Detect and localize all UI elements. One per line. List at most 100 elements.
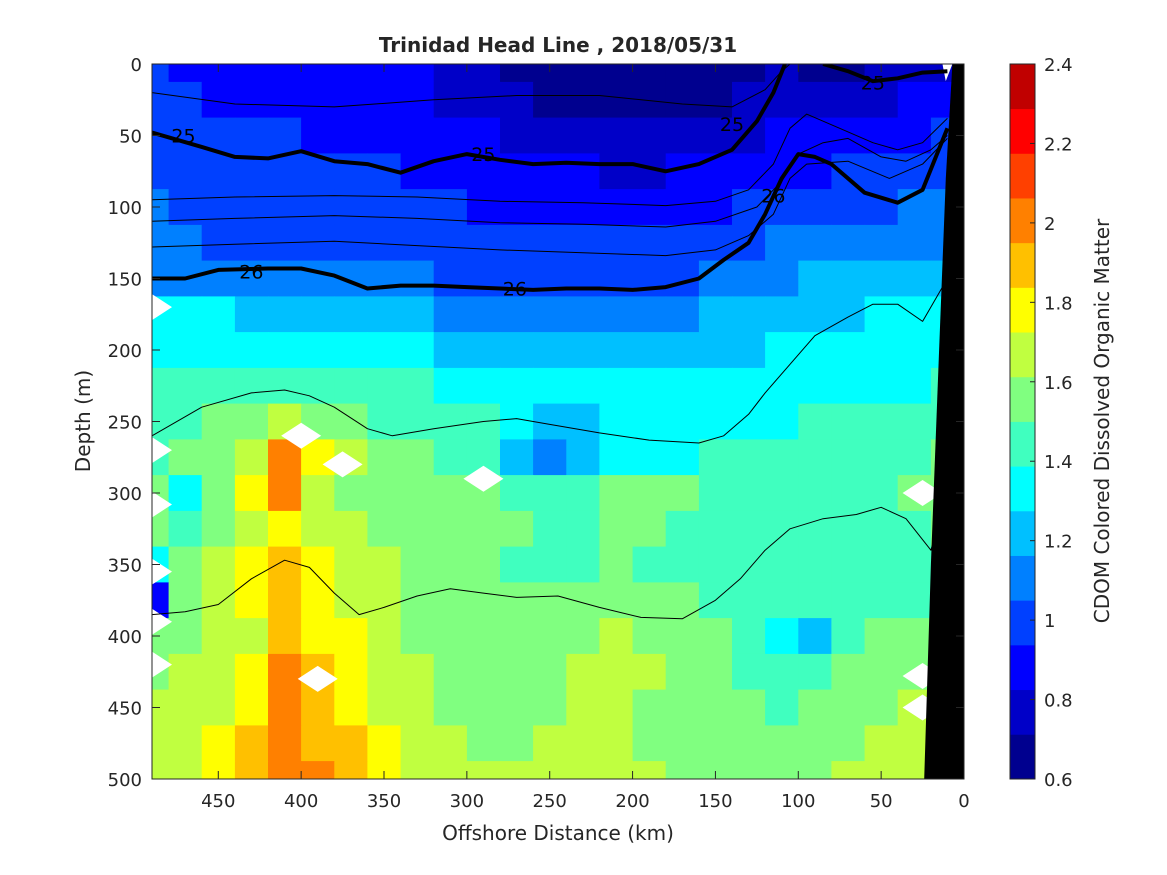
- heatmap-cell: [632, 296, 667, 333]
- heatmap-cell: [665, 64, 700, 83]
- colorbar-tick-label: 1: [1044, 611, 1055, 632]
- heatmap-cell: [301, 260, 335, 297]
- heatmap-cell: [665, 725, 700, 762]
- heatmap-cell: [433, 725, 468, 762]
- heatmap-cell: [864, 260, 899, 297]
- heatmap-cell: [433, 296, 468, 333]
- heatmap-cell: [234, 117, 269, 154]
- heatmap-cell: [334, 689, 368, 726]
- heatmap-cell: [433, 510, 468, 548]
- heatmap-cell: [301, 117, 335, 154]
- contour-label: 26: [761, 186, 785, 208]
- heatmap-cell: [599, 117, 634, 154]
- heatmap-cell: [897, 403, 932, 440]
- heatmap-cell: [897, 367, 932, 405]
- contour-line: [152, 135, 948, 228]
- heatmap-cell: [798, 64, 832, 83]
- heatmap-cell: [864, 689, 899, 726]
- heatmap-cell: [831, 367, 866, 405]
- heatmap-cell: [698, 403, 733, 440]
- heatmap-cell: [201, 153, 236, 190]
- heatmap-cell: [466, 618, 501, 655]
- heatmap-cell: [466, 653, 501, 691]
- heatmap-cell: [334, 725, 368, 762]
- heatmap-cell: [599, 224, 634, 262]
- heatmap-cell: [268, 653, 302, 691]
- heatmap-cell: [732, 725, 766, 762]
- heatmap-cell: [334, 475, 368, 512]
- heatmap-cell: [334, 618, 368, 655]
- heatmap-cell: [665, 117, 700, 154]
- heatmap-cell: [334, 296, 368, 333]
- heatmap-cell: [798, 689, 832, 726]
- heatmap-cell: [400, 689, 435, 726]
- heatmap-cell: [765, 546, 799, 583]
- missing-data-patch: [902, 480, 943, 506]
- heatmap-cell: [466, 189, 501, 226]
- heatmap-cell: [400, 475, 435, 512]
- heatmap-cell: [665, 689, 700, 726]
- x-tick-label: 0: [958, 791, 969, 812]
- heatmap-cell: [831, 761, 866, 779]
- contour-label: 25: [171, 126, 195, 148]
- heatmap-cell: [831, 296, 866, 333]
- heatmap-cell: [831, 546, 866, 583]
- colorbar-tick-label: 0.8: [1044, 691, 1073, 712]
- missing-data-patch: [152, 491, 172, 518]
- heatmap-cell: [334, 367, 368, 405]
- missing-data-patch: [281, 422, 322, 449]
- heatmap-cell: [897, 439, 932, 476]
- heatmap-cell: [433, 475, 468, 512]
- colorbar-segment: [1010, 153, 1035, 199]
- heatmap-cell: [433, 653, 468, 691]
- heatmap-cell: [466, 117, 501, 154]
- heatmap-cell: [698, 510, 733, 548]
- contour-label: 25: [861, 73, 885, 95]
- heatmap-cell: [897, 582, 932, 619]
- heatmap-cell: [367, 761, 402, 779]
- x-tick-label: 250: [533, 791, 567, 812]
- heatmap-cell: [897, 761, 932, 779]
- heatmap-cell: [466, 582, 501, 619]
- heatmap-cell: [400, 296, 435, 333]
- heatmap-cell: [566, 332, 600, 369]
- colorbar-segment: [1010, 242, 1035, 288]
- heatmap-cell: [599, 510, 634, 548]
- heatmap-cell: [632, 439, 667, 476]
- colorbar-segment: [1010, 198, 1035, 244]
- heatmap-cell: [566, 64, 600, 83]
- heatmap-cell: [765, 510, 799, 548]
- heatmap-cell: [367, 117, 402, 154]
- heatmap-cell: [665, 761, 700, 779]
- heatmap-cell: [765, 653, 799, 691]
- heatmap-cell: [533, 653, 567, 691]
- heatmap-cell: [201, 546, 236, 583]
- heatmap-cell: [500, 189, 534, 226]
- heatmap-cell: [433, 618, 468, 655]
- heatmap-cell: [897, 332, 932, 369]
- heatmap-cell: [466, 296, 501, 333]
- contour-line: [152, 113, 948, 207]
- heatmap-cell: [566, 153, 600, 190]
- heatmap-cell: [698, 117, 733, 154]
- y-tick-label: 350: [108, 556, 142, 577]
- heatmap-cell: [268, 546, 302, 583]
- heatmap-cell: [201, 618, 236, 655]
- heatmap-cell: [765, 725, 799, 762]
- heatmap-cell: [400, 546, 435, 583]
- heatmap-cell: [765, 689, 799, 726]
- density-contours: [152, 64, 950, 620]
- heatmap-cells: [152, 64, 964, 779]
- heatmap-cell: [831, 689, 866, 726]
- heatmap-cell: [201, 510, 236, 548]
- heatmap-cell: [533, 153, 567, 190]
- x-tick-label: 300: [450, 791, 484, 812]
- heatmap-cell: [533, 582, 567, 619]
- heatmap-cell: [599, 81, 634, 119]
- heatmap-cell: [599, 367, 634, 405]
- heatmap-cell: [367, 403, 402, 440]
- heatmap-cell: [500, 475, 534, 512]
- heatmap-cell: [665, 224, 700, 262]
- heatmap-cell: [798, 761, 832, 779]
- heatmap-cell: [632, 475, 667, 512]
